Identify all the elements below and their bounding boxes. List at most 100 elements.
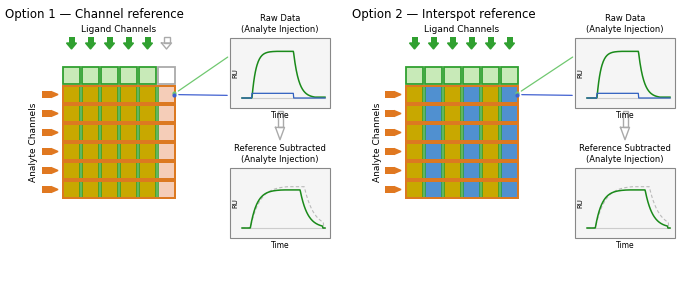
Bar (444, 181, 461, 198)
Bar (278, 111, 283, 127)
Bar (82, 86, 99, 103)
Bar (622, 111, 628, 127)
Bar (139, 86, 156, 103)
Bar (139, 67, 156, 84)
Bar (63, 124, 175, 141)
Bar (120, 105, 137, 122)
Bar (444, 67, 461, 84)
Bar (444, 124, 461, 141)
Bar (501, 86, 518, 103)
Bar (482, 143, 499, 160)
Polygon shape (466, 43, 477, 49)
Polygon shape (505, 43, 514, 49)
Bar (63, 86, 80, 103)
Bar (501, 162, 518, 179)
Text: Option 1 — Channel reference: Option 1 — Channel reference (5, 8, 184, 21)
Bar (42, 129, 51, 136)
Bar (63, 124, 80, 141)
Text: Reference Subtracted
(Analyte Injection): Reference Subtracted (Analyte Injection) (579, 144, 671, 164)
Bar (158, 124, 175, 141)
Bar (101, 67, 118, 84)
Bar (450, 37, 455, 43)
Bar (406, 124, 423, 141)
Bar (101, 124, 118, 141)
Bar (68, 37, 74, 43)
Text: Time: Time (271, 111, 290, 120)
Bar (622, 111, 628, 127)
Bar (42, 110, 51, 117)
Bar (482, 124, 499, 141)
Text: Raw Data
(Analyte Injection): Raw Data (Analyte Injection) (586, 14, 664, 34)
Bar (482, 105, 499, 122)
Bar (406, 143, 518, 160)
Text: RU: RU (232, 198, 238, 208)
Bar (501, 181, 518, 198)
Bar (431, 37, 436, 43)
Text: Reference Subtracted
(Analyte Injection): Reference Subtracted (Analyte Injection) (234, 144, 326, 164)
Polygon shape (394, 149, 401, 155)
Bar (385, 186, 394, 193)
Bar (463, 162, 480, 179)
Bar (425, 67, 442, 84)
Bar (425, 86, 442, 103)
Bar (482, 86, 499, 103)
Bar (444, 162, 461, 179)
Polygon shape (51, 129, 58, 135)
Bar (63, 67, 80, 84)
Polygon shape (51, 91, 58, 97)
Bar (82, 162, 99, 179)
Bar (425, 86, 442, 103)
Bar (139, 181, 156, 198)
Bar (139, 105, 156, 122)
Bar (385, 129, 394, 136)
Bar (101, 143, 118, 160)
Polygon shape (394, 91, 401, 97)
Bar (425, 124, 442, 141)
Bar (63, 162, 175, 179)
Bar (82, 181, 99, 198)
Bar (425, 143, 442, 160)
Bar (444, 162, 461, 179)
Text: Analyte Channels: Analyte Channels (29, 102, 38, 182)
Text: Raw Data
(Analyte Injection): Raw Data (Analyte Injection) (242, 14, 319, 34)
Bar (139, 124, 156, 141)
Bar (42, 167, 51, 174)
Bar (82, 105, 99, 122)
Bar (101, 162, 118, 179)
Bar (444, 105, 461, 122)
Bar (101, 124, 118, 141)
Bar (463, 181, 480, 198)
Polygon shape (123, 43, 134, 49)
Bar (145, 37, 150, 43)
Bar (139, 105, 156, 122)
Bar (482, 124, 499, 141)
Bar (120, 86, 137, 103)
Bar (444, 86, 461, 103)
Bar (406, 162, 518, 179)
Bar (406, 105, 423, 122)
Bar (406, 143, 423, 160)
Bar (139, 86, 156, 103)
Text: Time: Time (271, 240, 290, 249)
Bar (501, 162, 518, 179)
Bar (425, 105, 442, 122)
Polygon shape (104, 43, 115, 49)
Bar (482, 67, 499, 84)
Bar (158, 181, 175, 198)
Bar (406, 86, 423, 103)
Bar (468, 37, 475, 43)
Bar (120, 143, 137, 160)
Bar (385, 148, 394, 155)
Polygon shape (143, 43, 152, 49)
Text: Analyte Channels: Analyte Channels (372, 102, 381, 182)
Bar (463, 162, 480, 179)
Polygon shape (394, 187, 401, 193)
Bar (101, 181, 118, 198)
Bar (501, 67, 518, 84)
Polygon shape (276, 127, 285, 140)
Bar (120, 143, 137, 160)
Bar (230, 38, 330, 108)
Bar (463, 124, 480, 141)
Bar (63, 86, 175, 103)
Bar (42, 91, 51, 98)
